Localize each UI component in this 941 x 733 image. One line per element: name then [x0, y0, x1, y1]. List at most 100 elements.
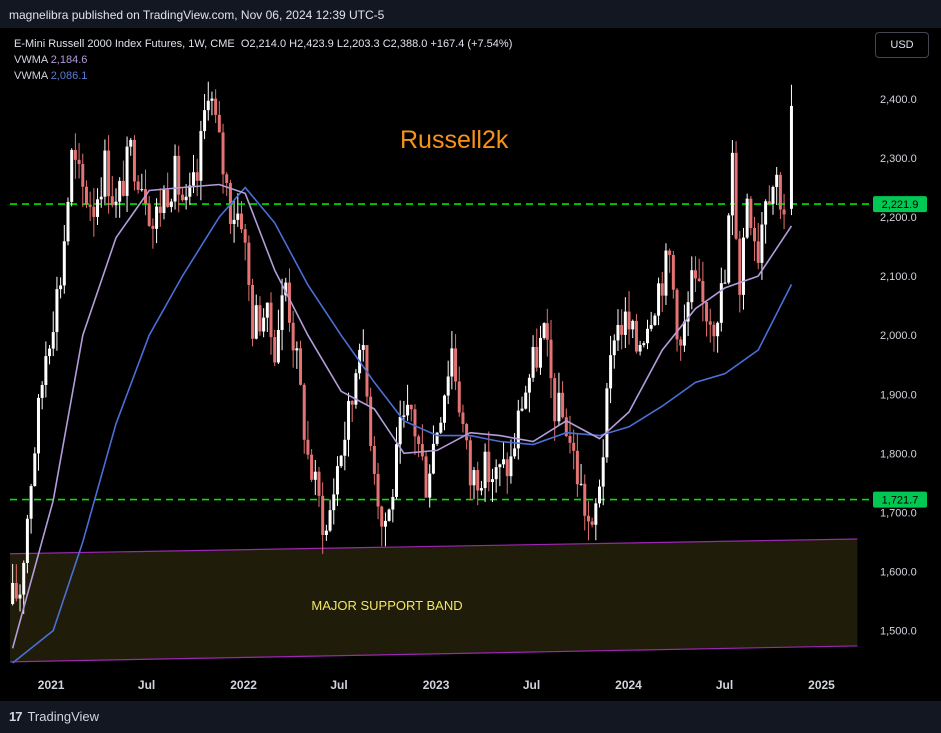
candle-body: [575, 450, 579, 485]
candle-body: [184, 196, 188, 201]
candle-body: [232, 219, 236, 224]
candle-body: [221, 132, 225, 175]
x-tick-label: 2022: [230, 678, 257, 692]
y-tick-label: 2,300.0: [880, 153, 917, 165]
candle-body: [756, 241, 760, 263]
candle-body: [524, 392, 528, 409]
x-tick-label: Jul: [716, 678, 733, 692]
candle-body: [498, 464, 502, 468]
candle-body: [247, 242, 251, 285]
candle-body: [561, 392, 565, 418]
candle-body: [424, 456, 428, 498]
symbol-line: E-Mini Russell 2000 Index Futures, 1W, C…: [14, 36, 512, 52]
candle-body: [712, 324, 716, 337]
candle-body: [764, 201, 768, 225]
candle-body: [306, 439, 310, 455]
candle-body: [782, 209, 786, 215]
candle-body: [682, 321, 686, 346]
ohlc-values: O2,214.0 H2,423.9 L2,203.3 C2,388.0 +167…: [240, 38, 513, 50]
candle-body: [457, 381, 461, 413]
y-tick-label: 1,900.0: [880, 389, 917, 401]
candle-body: [545, 323, 549, 340]
candle-body: [649, 325, 653, 329]
candle-body: [413, 409, 417, 437]
tradingview-brand: TradingView: [27, 709, 100, 724]
candle-body: [214, 98, 218, 115]
y-tick-label: 2,000.0: [880, 330, 917, 342]
chart-legend: E-Mini Russell 2000 Index Futures, 1W, C…: [14, 36, 512, 84]
candle-body: [262, 317, 266, 332]
candle-body: [461, 412, 465, 425]
candle-body: [531, 347, 535, 378]
y-tick-label: 1,500.0: [880, 626, 917, 638]
candle-body: [605, 388, 609, 458]
candle-body: [328, 510, 332, 531]
candle-body: [173, 155, 177, 202]
candle-body: [505, 459, 509, 477]
candle-body: [40, 384, 44, 398]
level-price-tag: [873, 196, 927, 213]
candle-body: [25, 518, 29, 563]
candle-body: [395, 444, 399, 497]
candle-body: [361, 345, 365, 350]
support-band-lower-line: [9, 645, 858, 663]
vwma-fast-line: [11, 183, 793, 649]
candle-body: [660, 283, 664, 296]
candle-body: [738, 238, 742, 295]
candle-body: [568, 436, 572, 443]
candle-body: [66, 201, 70, 242]
candle-body: [490, 479, 494, 483]
candle-body: [354, 373, 358, 405]
candle-body: [350, 400, 354, 405]
tradingview-logo[interactable]: 17 TradingView: [9, 709, 99, 724]
candle-body: [180, 194, 184, 201]
candle-body: [265, 302, 269, 318]
candle-body: [11, 582, 15, 604]
candle-body: [147, 203, 151, 226]
candle-body: [59, 285, 63, 290]
candle-body: [616, 324, 620, 341]
candle-body: [435, 432, 439, 444]
candle-body: [107, 150, 111, 197]
candle-body: [114, 201, 118, 206]
candle-body: [789, 105, 793, 209]
candle-body: [778, 174, 782, 210]
symbol-name[interactable]: E-Mini Russell 2000 Index Futures, 1W, C…: [14, 38, 235, 50]
candle-body: [771, 187, 775, 204]
candle-body: [620, 324, 624, 335]
indicator-vwma-fast[interactable]: VWMA 2,184.6: [14, 52, 512, 68]
candle-body: [572, 442, 576, 451]
candle-body: [158, 206, 162, 214]
candle-body: [188, 185, 192, 197]
candle-body: [243, 229, 247, 243]
candle-body: [299, 348, 303, 385]
candle-body: [538, 337, 542, 368]
x-tick-label: 2024: [615, 678, 642, 692]
candle-body: [428, 473, 432, 498]
y-tick-label: 1,800.0: [880, 448, 917, 460]
candle-body: [14, 582, 18, 599]
candle-body: [442, 395, 446, 423]
support-band: [10, 538, 858, 662]
currency-button[interactable]: USD: [875, 32, 929, 58]
candle-body: [251, 284, 255, 339]
footer-bar: 17 TradingView: [0, 701, 941, 733]
candle-body: [745, 198, 749, 238]
candle-body: [627, 311, 631, 330]
indicator-value: 2,086.1: [50, 70, 88, 82]
candle-body: [136, 181, 140, 190]
indicator-vwma-slow[interactable]: VWMA 2,086.1: [14, 68, 512, 84]
candle-body: [420, 444, 424, 457]
candle-body: [494, 467, 498, 480]
candle-body: [343, 439, 347, 456]
candle-body: [583, 483, 587, 516]
y-tick-label: 2,400.0: [880, 94, 917, 106]
candle-body: [450, 348, 454, 377]
candle-body: [118, 180, 122, 202]
candle-body: [321, 495, 325, 536]
candle-body: [269, 302, 273, 338]
candle-body: [487, 451, 491, 483]
candle-body: [239, 213, 243, 230]
candle-body: [716, 322, 720, 337]
